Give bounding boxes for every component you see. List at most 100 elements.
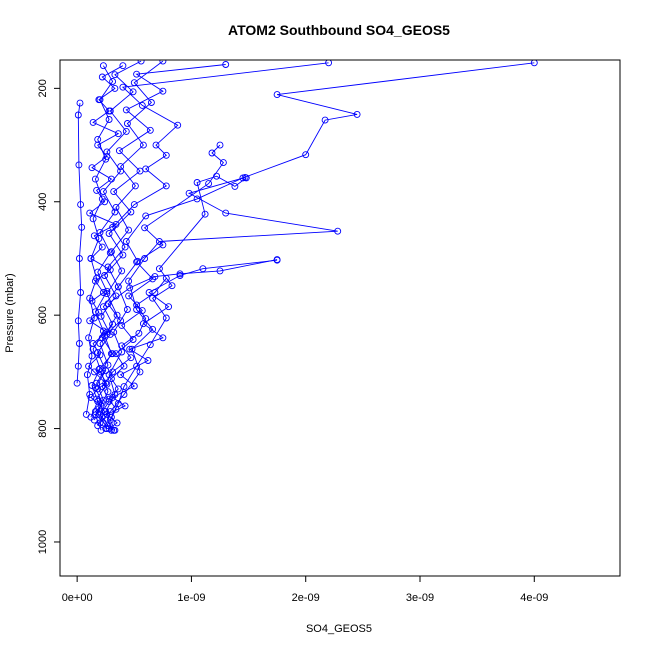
data-point xyxy=(205,180,213,188)
data-point xyxy=(138,101,146,109)
data-point xyxy=(114,130,122,138)
data-point xyxy=(121,402,129,410)
data-point xyxy=(74,111,82,119)
data-point xyxy=(123,306,131,313)
data-point xyxy=(162,314,170,322)
data-point xyxy=(222,61,230,68)
data-point xyxy=(126,284,134,292)
data-point xyxy=(273,256,281,264)
data-point xyxy=(103,148,111,156)
data-point xyxy=(119,62,127,70)
data-point xyxy=(98,399,106,407)
data-point xyxy=(111,391,119,398)
data-point xyxy=(117,317,125,325)
y-tick-label: 800 xyxy=(37,419,49,437)
y-tick-label: 200 xyxy=(37,79,49,97)
chart-title: ATOM2 Southbound SO4_GEOS5 xyxy=(228,22,450,38)
data-point xyxy=(96,340,104,347)
data-point xyxy=(112,350,120,358)
series-13 xyxy=(82,62,117,418)
data-point xyxy=(146,341,154,349)
data-point xyxy=(321,116,329,124)
data-point xyxy=(86,209,94,217)
data-point xyxy=(146,126,154,134)
series-line xyxy=(99,176,338,424)
data-point xyxy=(91,411,99,419)
data-point xyxy=(75,255,83,262)
data-point xyxy=(302,151,310,159)
data-point xyxy=(89,215,97,223)
data-point xyxy=(111,84,119,92)
data-point xyxy=(102,367,110,375)
data-point xyxy=(142,212,150,220)
data-point xyxy=(128,345,136,353)
data-point xyxy=(273,91,281,99)
data-point xyxy=(139,141,147,149)
data-point xyxy=(135,329,143,337)
data-point xyxy=(114,283,122,291)
x-tick-label: 0e+00 xyxy=(62,592,93,604)
data-point xyxy=(149,275,157,283)
data-point xyxy=(111,71,119,79)
data-point xyxy=(103,328,111,336)
data-point xyxy=(89,118,97,126)
data-point xyxy=(119,83,127,91)
data-point xyxy=(216,267,224,275)
series-line xyxy=(108,144,225,431)
data-point xyxy=(133,258,141,266)
data-point xyxy=(201,210,209,218)
data-point xyxy=(112,292,120,300)
data-point xyxy=(131,182,139,190)
data-point xyxy=(85,334,93,342)
data-point xyxy=(99,188,107,196)
data-point xyxy=(109,223,117,231)
x-axis-label: SO4_GEOS5 xyxy=(306,623,372,635)
data-point xyxy=(89,345,97,353)
data-point xyxy=(87,255,95,262)
data-point xyxy=(122,127,130,135)
data-point xyxy=(96,411,104,419)
data-point xyxy=(136,368,144,376)
data-point xyxy=(141,224,149,232)
data-point xyxy=(90,314,98,322)
data-point xyxy=(127,208,135,216)
data-point xyxy=(98,195,106,203)
data-point xyxy=(109,78,117,85)
data-point xyxy=(149,325,157,333)
data-point xyxy=(122,106,130,114)
data-point xyxy=(106,249,114,257)
data-point xyxy=(133,362,141,370)
data-point xyxy=(159,87,167,95)
data-point xyxy=(102,155,110,163)
data-point xyxy=(82,410,90,418)
data-point xyxy=(159,334,167,342)
data-point xyxy=(103,287,111,295)
data-point xyxy=(98,383,106,391)
data-point xyxy=(83,371,91,379)
data-point xyxy=(101,272,109,279)
data-point xyxy=(109,320,117,328)
data-point xyxy=(208,149,216,157)
series-line xyxy=(105,175,247,429)
x-axis: 0e+00 1e-09 2e-09 3e-09 4e-09 xyxy=(62,575,548,604)
data-point xyxy=(114,385,122,393)
data-point xyxy=(142,315,150,323)
data-point xyxy=(107,375,115,383)
data-point xyxy=(117,167,125,175)
data-point xyxy=(216,141,224,149)
x-tick-label: 3e-09 xyxy=(406,592,434,604)
data-point xyxy=(73,379,81,387)
data-point xyxy=(77,289,85,296)
data-point xyxy=(334,227,342,235)
data-point xyxy=(118,342,126,350)
data-point xyxy=(111,426,119,434)
data-point xyxy=(105,397,113,405)
data-point xyxy=(133,301,141,309)
y-tick-label: 600 xyxy=(37,306,49,324)
series-9 xyxy=(91,60,333,434)
data-point xyxy=(174,121,182,129)
data-point xyxy=(94,397,102,405)
data-point xyxy=(76,99,84,107)
data-point xyxy=(112,203,120,211)
